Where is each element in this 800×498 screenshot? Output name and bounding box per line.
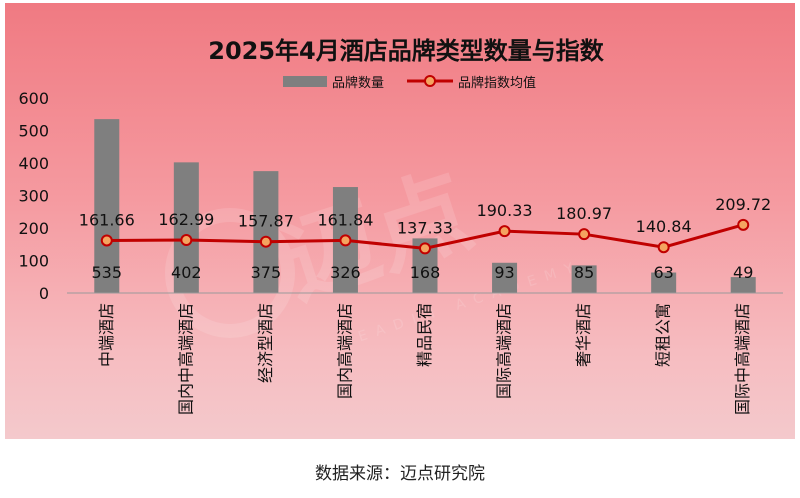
bar-value-label: 375 xyxy=(251,263,282,282)
legend: 品牌数量 品牌指数均值 xyxy=(283,75,536,91)
index-line-marker xyxy=(578,228,591,241)
line-value-label: 161.84 xyxy=(317,210,373,229)
index-line-marker xyxy=(180,234,193,247)
x-tick-label: 奢华酒店 xyxy=(574,303,593,367)
chart-title: 2025年4月酒店品牌类型数量与指数 xyxy=(208,37,604,65)
bar-value-label: 535 xyxy=(92,263,123,282)
y-tick-label: 200 xyxy=(18,219,49,238)
bar xyxy=(173,162,199,293)
y-tick-label: 100 xyxy=(18,252,49,271)
line-value-label: 162.99 xyxy=(158,210,214,229)
bar xyxy=(730,277,756,293)
index-line-marker xyxy=(657,241,670,254)
watermark: 迈点 MEADIN ACADEMY xyxy=(165,154,584,352)
source-note: 数据来源：迈点研究院 xyxy=(315,464,485,484)
bar xyxy=(94,119,120,293)
line-value-label: 140.84 xyxy=(636,217,692,236)
index-line-marker xyxy=(100,234,113,247)
line-value-label: 157.87 xyxy=(238,212,294,231)
y-tick-label: 600 xyxy=(18,89,49,108)
bar-value-label: 168 xyxy=(410,263,441,282)
x-axis: 中端酒店 国内中高端酒店 经济型酒店 国内高端酒店 精品民宿 国际高端酒店 奢华酒店 短租公寓… xyxy=(67,292,783,415)
legend-bar-label: 品牌数量 xyxy=(332,75,384,91)
x-tick-label: 经济型酒店 xyxy=(256,303,275,383)
chart: 迈点 MEADIN ACADEMY 2025年4月酒店品牌类型数量与指数 品牌数… xyxy=(18,37,783,415)
bar-value-label: 326 xyxy=(330,263,361,282)
chart-background xyxy=(5,3,795,439)
index-line-marker xyxy=(259,235,272,248)
legend-line-marker xyxy=(424,75,436,87)
legend-bar-swatch xyxy=(283,76,327,87)
x-tick-label: 国际中高端酒店 xyxy=(733,303,752,415)
x-tick-label: 短租公寓 xyxy=(654,303,673,367)
line-value-label: 137.33 xyxy=(397,218,453,237)
bar-value-label: 63 xyxy=(653,263,673,282)
index-line-marker xyxy=(498,225,511,238)
x-tick-label: 国际高端酒店 xyxy=(495,303,514,399)
line-value-label: 180.97 xyxy=(556,204,612,223)
index-line-marker xyxy=(737,218,750,231)
x-tick-label: 中端酒店 xyxy=(97,303,116,367)
legend-line-label: 品牌指数均值 xyxy=(458,75,536,91)
watermark-logo-icon xyxy=(165,208,295,338)
index-line-marker xyxy=(339,234,352,247)
y-tick-label: 0 xyxy=(39,284,49,303)
y-tick-label: 500 xyxy=(18,122,49,141)
bar-value-label: 49 xyxy=(733,263,753,282)
y-tick-label: 400 xyxy=(18,154,49,173)
x-tick-label: 国内高端酒店 xyxy=(335,303,354,399)
line-value-label: 161.66 xyxy=(79,210,135,229)
line-labels: 161.66 162.99 157.87 161.84 137.33 190.33 180.… xyxy=(79,195,771,238)
bar-labels: 535 402 375 326 168 93 85 63 49 xyxy=(92,263,754,282)
x-tick-label: 精品民宿 xyxy=(415,303,434,367)
index-line-marker xyxy=(419,242,431,255)
bar xyxy=(651,272,677,293)
y-axis: 0 100 200 300 400 500 600 xyxy=(18,89,49,303)
bar-value-label: 85 xyxy=(574,263,594,282)
y-tick-label: 300 xyxy=(18,187,49,206)
index-line xyxy=(100,218,750,255)
line-value-label: 190.33 xyxy=(477,201,533,220)
bar xyxy=(492,262,518,293)
bar-value-label: 93 xyxy=(494,263,514,282)
bar xyxy=(571,265,597,293)
line-value-label: 209.72 xyxy=(715,195,771,214)
bar-value-label: 402 xyxy=(171,263,202,282)
bar xyxy=(253,171,279,293)
x-tick-label: 国内中高端酒店 xyxy=(176,303,195,415)
